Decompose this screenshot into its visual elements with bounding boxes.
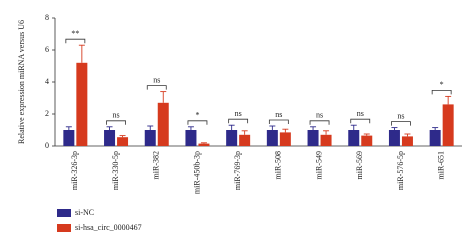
x-tick-label: miR-382 xyxy=(152,151,161,179)
legend-label: si-NC xyxy=(75,208,94,217)
error-bar xyxy=(282,128,289,133)
y-tick-label: 0 xyxy=(45,141,49,150)
bar xyxy=(429,130,441,146)
significance-bracket xyxy=(268,119,289,124)
bar xyxy=(320,134,332,146)
bar xyxy=(157,102,169,146)
significance-bracket xyxy=(228,118,249,124)
significance-label: ns xyxy=(153,75,160,84)
bar xyxy=(117,137,129,146)
bar xyxy=(266,130,278,146)
significance-bracket xyxy=(391,121,411,126)
error-bar xyxy=(363,133,370,136)
bar xyxy=(76,62,88,146)
y-tick-label: 2 xyxy=(45,109,49,118)
bar xyxy=(361,135,373,146)
error-bar xyxy=(78,44,85,63)
bar xyxy=(63,130,75,146)
bar xyxy=(144,130,156,146)
bar xyxy=(401,136,413,146)
error-bar xyxy=(241,130,248,135)
legend-swatch xyxy=(57,209,71,217)
bar xyxy=(104,130,116,146)
y-axis-label: Relative expression miRNA versus U6 xyxy=(17,20,26,144)
bar xyxy=(348,130,360,146)
error-bar xyxy=(147,125,154,130)
significance-label: ns xyxy=(357,109,364,118)
error-bar xyxy=(160,91,167,103)
bar xyxy=(442,104,454,146)
x-tick-label: miR-450b-3p xyxy=(192,151,201,194)
significance-bracket xyxy=(187,120,208,125)
x-tick-label: miR-651 xyxy=(436,151,445,179)
significance-bracket xyxy=(65,38,86,44)
significance-bracket xyxy=(106,120,126,125)
error-bar xyxy=(323,130,330,135)
significance-label: ns xyxy=(397,111,404,120)
x-tick-label: miR-330-5p xyxy=(111,151,120,190)
error-bar xyxy=(187,126,194,130)
x-tick-label: miR-569 xyxy=(355,151,364,179)
x-tick-label: miR-326-3p xyxy=(70,151,79,190)
error-bar xyxy=(432,127,439,130)
error-bar xyxy=(404,133,411,137)
significance-label: ns xyxy=(275,110,282,119)
bar xyxy=(388,130,400,146)
error-bar xyxy=(445,95,452,105)
error-bar xyxy=(269,125,276,130)
error-bar xyxy=(391,127,398,130)
significance-bracket xyxy=(431,90,452,95)
significance-label: ns xyxy=(112,111,119,120)
y-tick-label: 4 xyxy=(45,77,49,86)
x-tick-label: miR-508 xyxy=(274,151,283,179)
error-bar xyxy=(65,126,72,130)
error-bar xyxy=(200,142,207,144)
x-tick-label: miR-769-3p xyxy=(233,151,242,190)
bar xyxy=(279,132,291,146)
x-tick-label: miR-549 xyxy=(314,151,323,179)
significance-label: * xyxy=(195,111,199,120)
y-tick-label: 8 xyxy=(45,13,49,22)
legend-swatch xyxy=(57,224,71,232)
error-bar xyxy=(119,135,126,138)
bar xyxy=(307,130,319,146)
y-tick-label: 6 xyxy=(45,45,49,54)
significance-bracket xyxy=(146,85,167,90)
significance-bracket xyxy=(350,118,371,124)
significance-label: * xyxy=(440,80,444,89)
error-bar xyxy=(106,126,113,130)
bar xyxy=(226,130,238,146)
error-bar xyxy=(228,124,235,130)
error-bar xyxy=(310,126,317,130)
legend-label: si-hsa_circ_0000467 xyxy=(75,223,142,232)
significance-label: ** xyxy=(71,29,79,38)
x-tick-label: miR-576-5p xyxy=(396,151,405,190)
significance-bracket xyxy=(309,120,330,125)
significance-label: ns xyxy=(316,111,323,120)
bar xyxy=(239,134,251,146)
bar xyxy=(198,143,210,146)
bar xyxy=(185,130,197,146)
significance-label: ns xyxy=(235,109,242,118)
error-bar xyxy=(350,124,357,130)
